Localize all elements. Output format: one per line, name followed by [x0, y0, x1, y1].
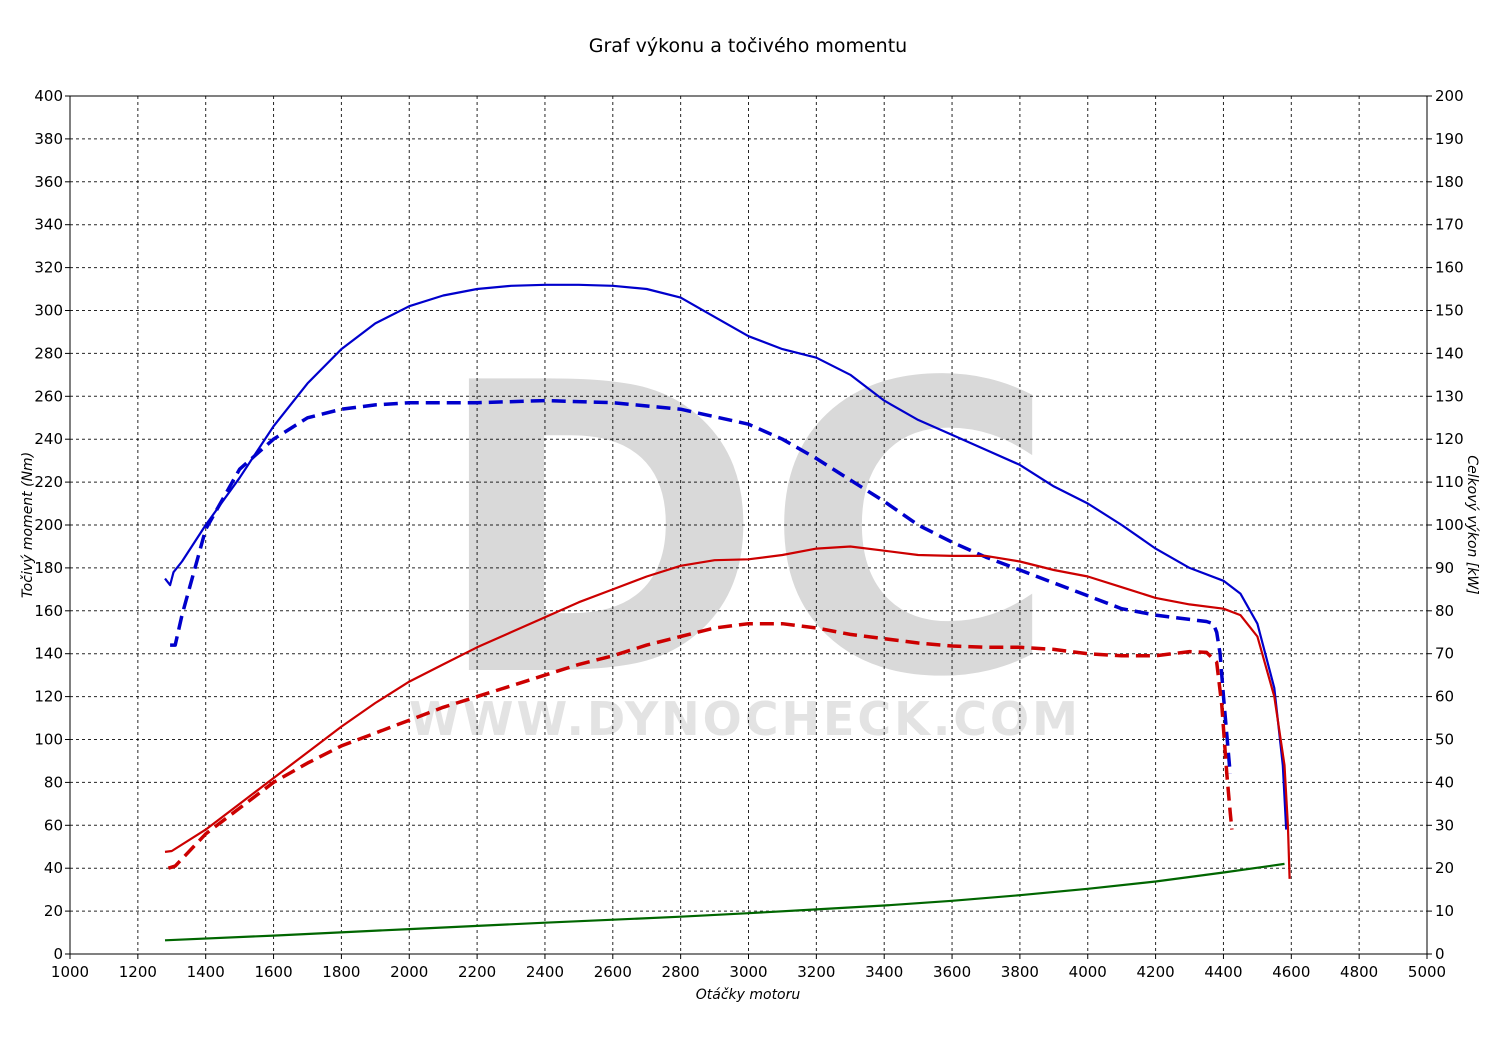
y-right-tick-label: 190	[1435, 130, 1464, 148]
y-right-tick-label: 0	[1435, 945, 1445, 963]
y-left-tick-label: 240	[34, 430, 63, 448]
y-right-tick-label: 170	[1435, 216, 1464, 234]
y-axis-right-label: Celkový výkon [kW]	[1464, 455, 1480, 594]
series-layer	[164, 283, 1291, 942]
y-right-tick-label: 10	[1435, 902, 1454, 920]
x-tick-label: 3000	[729, 963, 767, 981]
y-left-tick-label: 260	[34, 387, 63, 405]
x-tick-label: 2000	[390, 963, 428, 981]
y-right-tick-label: 200	[1435, 87, 1464, 105]
torque-dashed-line	[170, 398, 1232, 774]
x-tick-label: 1000	[51, 963, 89, 981]
y-right-tick-label: 70	[1435, 645, 1454, 663]
x-tick-label: 1400	[187, 963, 225, 981]
watermark-text: WWW.DYNOCHECK.COM	[409, 692, 1081, 746]
power-dashed-line	[167, 621, 1234, 870]
y-right-tick-label: 110	[1435, 473, 1464, 491]
y-right-tick-label: 80	[1435, 602, 1454, 620]
torque-solid-line	[164, 283, 1288, 830]
y-right-tick-label: 180	[1435, 173, 1464, 191]
y-left-tick-label: 160	[34, 602, 63, 620]
y-left-tick-label: 60	[44, 816, 63, 834]
y-left-tick-label: 180	[34, 559, 63, 577]
y-right-tick-label: 130	[1435, 387, 1464, 405]
y-right-tick-label: 100	[1435, 516, 1464, 534]
x-tick-label: 4000	[1069, 963, 1107, 981]
y-right-tick-label: 60	[1435, 688, 1454, 706]
x-tick-label: 2800	[662, 963, 700, 981]
y-right-tick-label: 20	[1435, 859, 1454, 877]
x-tick-label: 2200	[458, 963, 496, 981]
y-left-tick-label: 220	[34, 473, 63, 491]
watermark-logo: DC	[432, 300, 1058, 765]
x-tick-label: 5000	[1408, 963, 1446, 981]
chart-title: Graf výkonu a točivého momentu	[589, 35, 907, 57]
y-left-tick-label: 40	[44, 859, 63, 877]
x-tick-label: 4800	[1340, 963, 1378, 981]
power-solid-line	[164, 545, 1291, 879]
x-tick-label: 1800	[322, 963, 360, 981]
y-left-tick-label: 380	[34, 130, 63, 148]
y-axis-left-label: Točivý moment (Nm)	[20, 452, 36, 598]
x-tick-label: 3400	[865, 963, 903, 981]
y-left-tick-label: 120	[34, 688, 63, 706]
y-left-tick-label: 360	[34, 173, 63, 191]
y-right-tick-label: 120	[1435, 430, 1464, 448]
x-tick-label: 4200	[1137, 963, 1175, 981]
y-right-tick-label: 50	[1435, 731, 1454, 749]
y-left-tick-label: 300	[34, 302, 63, 320]
watermark: DC WWW.DYNOCHECK.COM	[409, 300, 1081, 765]
y-right-tick-label: 150	[1435, 302, 1464, 320]
y-right-tick-label: 40	[1435, 773, 1454, 791]
y-left-tick-label: 140	[34, 645, 63, 663]
x-tick-label: 2600	[594, 963, 632, 981]
y-left-tick-label: 200	[34, 516, 63, 534]
y-left-tick-label: 280	[34, 344, 63, 362]
y-left-tick-label: 320	[34, 259, 63, 277]
y-left-tick-label: 340	[34, 216, 63, 234]
y-right-tick-label: 160	[1435, 259, 1464, 277]
y-left-tick-label: 400	[34, 87, 63, 105]
y-right-tick-label: 140	[1435, 344, 1464, 362]
y-right-tick-label: 30	[1435, 816, 1454, 834]
tick-layer: 1000 1200 1400 1600 1800 2000 2200 2400 2600 2800…	[34, 87, 1463, 981]
grid	[70, 96, 1427, 954]
x-axis-label: Otáčky motoru	[696, 987, 801, 1003]
x-tick-label: 3800	[1001, 963, 1039, 981]
loss-solid-line	[164, 862, 1285, 942]
y-left-tick-label: 0	[53, 945, 63, 963]
y-left-tick-label: 80	[44, 773, 63, 791]
x-tick-label: 1200	[119, 963, 157, 981]
x-tick-label: 4400	[1204, 963, 1242, 981]
x-tick-label: 4600	[1272, 963, 1310, 981]
x-tick-label: 3600	[933, 963, 971, 981]
x-tick-label: 3200	[797, 963, 835, 981]
y-left-tick-label: 100	[34, 731, 63, 749]
y-right-tick-label: 90	[1435, 559, 1454, 577]
x-tick-label: 2400	[526, 963, 564, 981]
x-tick-label: 1600	[254, 963, 292, 981]
y-left-tick-label: 20	[44, 902, 63, 920]
